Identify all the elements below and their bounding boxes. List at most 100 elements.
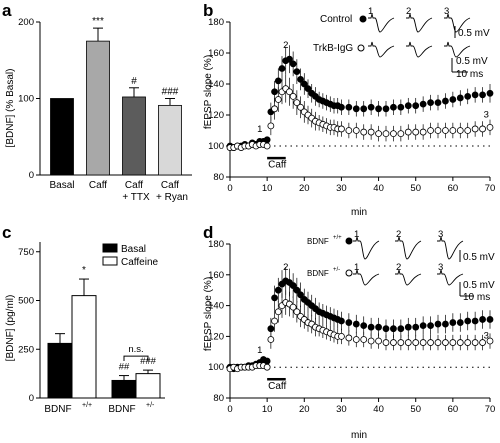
panel-d-point-open (338, 332, 345, 340)
panel-b-trace-control (406, 13, 433, 33)
panel-b-point-filled (375, 105, 382, 113)
panel-d-trace-number: 1 (354, 262, 359, 273)
panel-d-point-open (456, 339, 464, 346)
panel-d-point-open (404, 339, 412, 346)
panel-c-bar (71, 295, 97, 399)
panel-d-point-filled (360, 322, 368, 330)
panel-b-point-filled (442, 97, 449, 105)
panel-b-point-open (367, 128, 375, 136)
panel-b-point-filled (293, 68, 301, 75)
panel-b-point-open (427, 127, 434, 134)
panel-c-legend-label: Basal (121, 244, 146, 255)
panel-b-x-tick-label: 0 (227, 183, 232, 194)
panel-b-legend-control-label: Control (320, 14, 352, 25)
panel-b-trace-trkb (406, 41, 433, 58)
panel-b-y-tick-label: 120 (208, 110, 224, 121)
panel-b-point-filled (434, 99, 442, 106)
panel-b-trace-number: 2 (406, 6, 411, 17)
panel-b-point-filled (479, 91, 486, 99)
panel-d-y-tick-label: 160 (208, 270, 224, 281)
panel-b-legend-trkb-marker (357, 44, 365, 52)
panel-d-trace-het (437, 269, 464, 286)
panel-d-time-marker: 1 (257, 345, 262, 356)
panel-c-significance: ## (119, 362, 130, 373)
panel-d-point-open (419, 339, 427, 346)
panel-b-point-open (375, 130, 382, 138)
panel-b-time-marker: 3 (484, 109, 489, 120)
panel-d-point-open (449, 339, 457, 346)
panel-b-point-open (404, 128, 412, 136)
panel-b-point-open (382, 130, 390, 138)
panel-d-time-marker: 3 (484, 331, 489, 342)
panel-b-caffeine-label: Caff (268, 160, 286, 171)
panel-b-point-filled (404, 102, 412, 110)
panel-b-point-open (412, 128, 420, 136)
panel-c-y-tick-label: 250 (18, 344, 34, 355)
panel-b-scale-mv-1: 0.5 mV (458, 28, 490, 39)
panel-d-point-filled (274, 286, 282, 294)
panel-c-significance: * (82, 265, 86, 276)
panel-d-point-filled (434, 320, 442, 328)
panel-d-x-axis-label: min (351, 430, 367, 441)
panel-d-time-marker: 2 (283, 262, 288, 273)
panel-a-significance: # (131, 76, 137, 87)
panel-d-point-filled (375, 323, 382, 331)
panel-b-point-filled (345, 103, 353, 111)
panel-b-point-open (419, 128, 427, 136)
panel-a-bar (122, 96, 146, 176)
panel-d-point-open (382, 339, 390, 346)
panel-b-point-open (442, 127, 449, 134)
panel-b-point-filled (449, 96, 457, 103)
panel-d-point-open (289, 303, 297, 311)
panel-a-category-sublabel: + Ryan (156, 192, 188, 203)
panel-a-significance: ### (162, 87, 179, 98)
panel-b-trace-trkb (368, 41, 395, 58)
panel-a-category-sublabel: + TTX (122, 192, 150, 203)
panel-d-trace-het (353, 269, 380, 286)
panel-b-y-tick-label: 140 (208, 79, 224, 90)
panel-b-point-filled (464, 93, 472, 100)
panel-d-point-open (486, 337, 494, 345)
panel-c-group-label: BDNF (44, 404, 71, 415)
panel-d-trace-number: 2 (396, 229, 401, 240)
panel-d-x-tick-label: 30 (336, 404, 347, 415)
panel-d-point-filled (404, 323, 412, 331)
panel-d-point-filled (267, 325, 275, 333)
panel-d-legend-het-label: BDNF (307, 269, 329, 278)
panel-b-x-tick-label: 20 (299, 183, 310, 194)
panel-c-y-tick-label: 0 (29, 393, 34, 404)
panel-d-y-tick-label: 140 (208, 301, 224, 312)
panel-d-trace-wt (395, 236, 422, 260)
panel-b-scale-ms: 10 ms (456, 69, 483, 80)
panel-b-point-filled (360, 105, 368, 113)
panel-b-point-open (486, 124, 494, 131)
panel-d-legend-wt-label: BDNF (307, 237, 329, 246)
panel-b-point-open (471, 125, 479, 133)
panel-b-point-open (479, 125, 486, 133)
panel-d-point-filled (297, 291, 304, 299)
panel-c-group-sup: +/+ (82, 402, 92, 409)
panel-d-point-open (345, 334, 353, 342)
panel-c-bar (47, 342, 73, 399)
panel-a-y-tick-label: 200 (18, 17, 34, 28)
panel-b-point-filled (274, 77, 282, 85)
panel-b-point-open (267, 122, 275, 130)
panel-c-legend-swatch (102, 256, 118, 266)
panel-b-point-open (263, 142, 271, 150)
panel-b-point-open (345, 127, 353, 134)
panel-d-point-open (367, 337, 375, 345)
panel-b-point-open (338, 125, 345, 133)
panel-b-time-marker: 1 (257, 124, 262, 135)
panel-b-point-filled (486, 89, 494, 97)
panel-d-scale-ms: 10 ms (463, 292, 490, 303)
panel-b-x-axis-label: min (351, 207, 367, 218)
panel-c-bar (111, 379, 137, 399)
panel-b-caffeine-bar (267, 156, 286, 160)
panel-d-point-open (397, 339, 405, 346)
panel-d-trace-wt (437, 236, 464, 260)
panel-d-point-open (274, 308, 282, 316)
panel-d-point-open (271, 317, 278, 325)
panel-d-point-open (471, 339, 479, 346)
